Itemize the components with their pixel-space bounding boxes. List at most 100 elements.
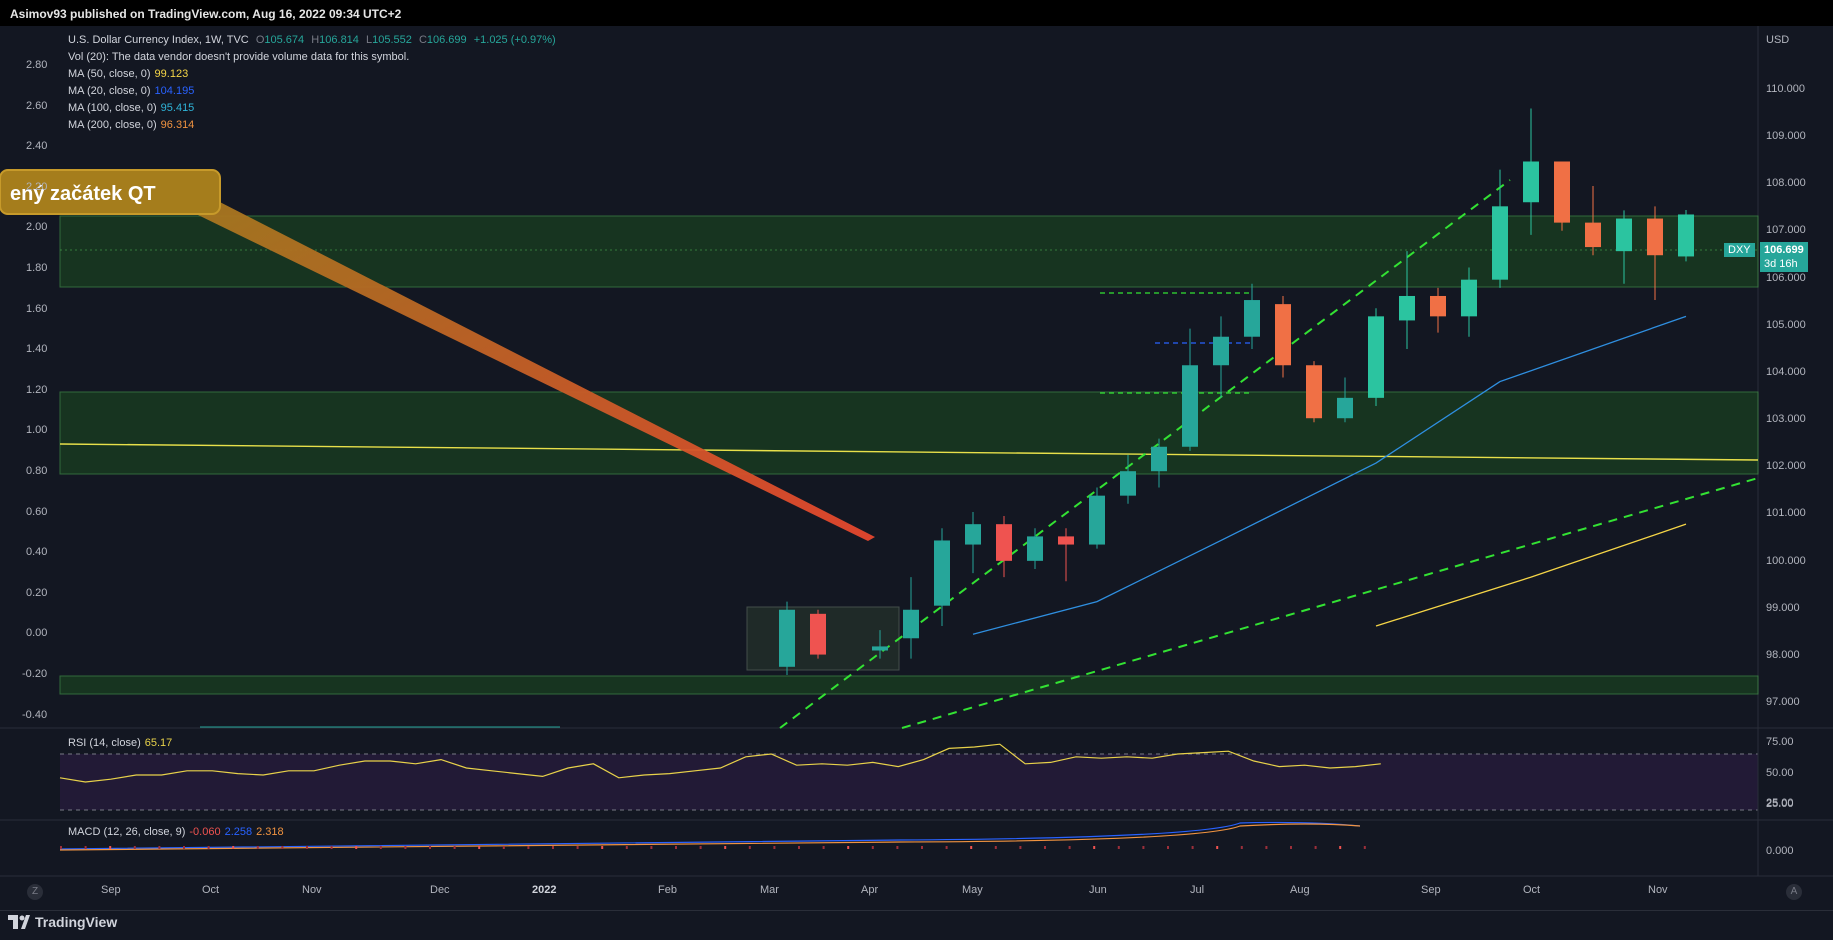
- candle[interactable]: [1182, 328, 1198, 451]
- callout-label[interactable]: ený začátek QT: [0, 169, 221, 215]
- trendline-shallow[interactable]: [901, 477, 1759, 729]
- candle[interactable]: [872, 630, 888, 659]
- candle[interactable]: [1523, 108, 1539, 235]
- macd-bar: [158, 846, 161, 849]
- candle[interactable]: [1337, 377, 1353, 423]
- candle[interactable]: [1647, 206, 1663, 301]
- candle[interactable]: [965, 511, 981, 574]
- macd-bar: [724, 846, 727, 849]
- candle[interactable]: [1213, 316, 1229, 398]
- macd-bar: [281, 846, 284, 849]
- support-zone-2[interactable]: [59, 675, 1759, 695]
- time-axis-tick: Sep: [101, 884, 121, 896]
- candle[interactable]: [1306, 361, 1322, 423]
- ma50-legend[interactable]: MA (50, close, 0) 99.123: [68, 68, 188, 80]
- candle[interactable]: [1244, 283, 1260, 349]
- right-axis-tick: 110.000: [1766, 83, 1805, 95]
- symbol-legend[interactable]: U.S. Dollar Currency Index, 1W, TVC O105…: [68, 34, 556, 46]
- macd-bar: [1068, 846, 1071, 849]
- publisher-bar: Asimov93 published on TradingView.com, A…: [0, 0, 1833, 26]
- macd-bar: [207, 846, 210, 849]
- macd-bar: [133, 846, 136, 849]
- candle-body: [1492, 206, 1508, 280]
- ma20-legend[interactable]: MA (20, close, 0) 104.195: [68, 85, 194, 97]
- macd-bar: [650, 846, 653, 849]
- macd-bar: [527, 846, 530, 849]
- rsi-axis-tick: 75.00: [1766, 736, 1794, 748]
- macd-histogram: [60, 846, 1366, 849]
- candle-body: [934, 540, 950, 606]
- candle-body: [1120, 471, 1136, 496]
- candle[interactable]: [1151, 438, 1167, 488]
- ohlc-low: 105.552: [372, 34, 412, 46]
- macd-bar: [773, 846, 776, 849]
- candle[interactable]: [1275, 295, 1291, 378]
- candle-body: [996, 524, 1012, 561]
- candle-body: [1523, 161, 1539, 203]
- trendline-steep[interactable]: [779, 179, 1511, 729]
- time-axis-tick: Nov: [302, 884, 322, 896]
- macd-bar: [60, 846, 62, 849]
- candle[interactable]: [1554, 161, 1570, 231]
- candle[interactable]: [1678, 209, 1694, 262]
- ma200-legend[interactable]: MA (200, close, 0) 96.314: [68, 119, 194, 131]
- macd-bar: [1314, 846, 1317, 849]
- candle[interactable]: [1368, 308, 1384, 406]
- candle-body: [1337, 397, 1353, 419]
- rsi-axis-tick: 50.00: [1766, 767, 1794, 779]
- candle[interactable]: [1089, 487, 1105, 549]
- left-axis-tick: 1.60: [26, 302, 48, 315]
- time-axis-tick: Aug: [1290, 884, 1310, 896]
- candle[interactable]: [934, 528, 950, 627]
- yellow-trendline[interactable]: [59, 443, 1759, 461]
- candle[interactable]: [1585, 185, 1601, 256]
- candle[interactable]: [1430, 287, 1446, 333]
- macd-bar: [1117, 846, 1120, 849]
- callout-arrow[interactable]: [196, 196, 875, 541]
- tradingview-logo[interactable]: TradingView: [8, 914, 117, 930]
- rsi-legend[interactable]: RSI (14, close) 65.17: [68, 737, 172, 749]
- candle[interactable]: [903, 577, 919, 659]
- ma50-line: [1375, 523, 1687, 627]
- candle[interactable]: [779, 601, 795, 675]
- macd-bar: [429, 846, 431, 849]
- macd-bar: [1265, 846, 1268, 849]
- macd-bar: [1216, 846, 1219, 849]
- auto-scale-button[interactable]: A: [1786, 884, 1802, 900]
- right-axis-tick: 100.000: [1766, 554, 1806, 567]
- time-axis-tick: Feb: [658, 884, 677, 896]
- candle[interactable]: [1461, 267, 1477, 337]
- candle[interactable]: [1492, 169, 1508, 288]
- candle[interactable]: [1616, 210, 1632, 284]
- macd-legend[interactable]: MACD (12, 26, close, 9) -0.060 2.258 2.318: [68, 826, 284, 838]
- macd-bar: [625, 846, 628, 849]
- support-zone-1[interactable]: [59, 391, 1759, 475]
- ma100-legend[interactable]: MA (100, close, 0) 95.415: [68, 102, 194, 114]
- candle[interactable]: [1120, 454, 1136, 504]
- left-axis-tick: 2.80: [26, 59, 48, 71]
- macd-bar: [748, 846, 751, 849]
- macd-bar: [453, 846, 456, 849]
- time-axis-tick: Dec: [430, 884, 450, 896]
- signal-value: 2.318: [256, 826, 284, 838]
- candle-body: [1058, 536, 1074, 545]
- candle[interactable]: [996, 516, 1012, 578]
- ma50-label: MA (50, close, 0): [68, 68, 151, 80]
- candle[interactable]: [1399, 251, 1415, 349]
- candle[interactable]: [1027, 528, 1043, 569]
- candle[interactable]: [810, 609, 826, 659]
- macd-line: [59, 821, 1361, 850]
- macd-bar: [1290, 846, 1292, 849]
- candle[interactable]: [1058, 528, 1074, 582]
- volume-legend[interactable]: Vol (20): The data vendor doesn't provid…: [68, 51, 410, 63]
- left-axis-tick: 1.00: [26, 424, 48, 437]
- ohlc-close-key: C: [418, 34, 427, 46]
- rsi-value: 65.17: [144, 737, 173, 749]
- candle-body: [1554, 161, 1570, 223]
- z-button[interactable]: Z: [27, 884, 43, 900]
- macd-bar: [675, 846, 677, 849]
- left-axis-tick: 2.00: [26, 221, 48, 234]
- time-axis-tick: Oct: [202, 884, 220, 896]
- candle-body: [1368, 316, 1384, 398]
